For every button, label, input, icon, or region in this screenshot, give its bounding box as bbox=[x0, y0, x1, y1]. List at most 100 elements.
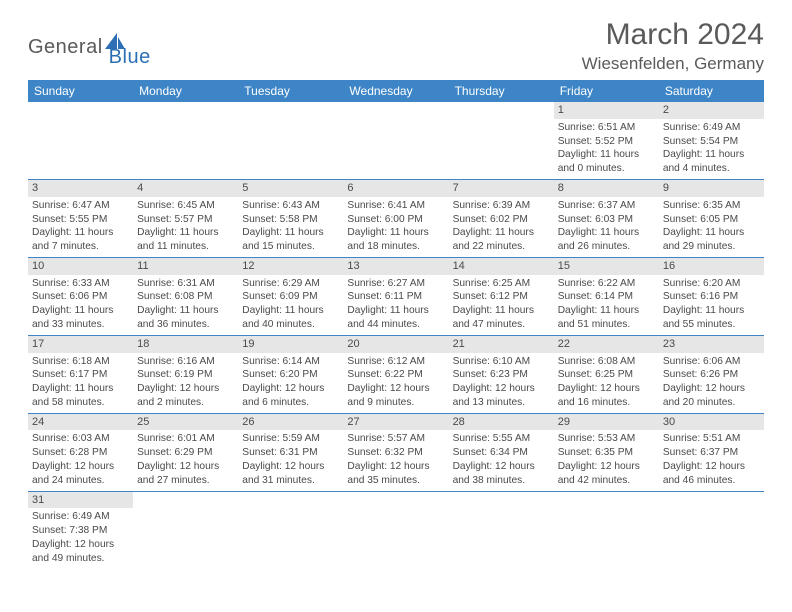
cell-text: Daylight: 12 hours bbox=[137, 382, 234, 396]
day-number: 3 bbox=[28, 180, 133, 197]
cell-text: and 42 minutes. bbox=[558, 474, 655, 488]
cell-text: Sunset: 6:02 PM bbox=[453, 213, 550, 227]
cell-text: Daylight: 11 hours bbox=[558, 226, 655, 240]
day-number: 28 bbox=[449, 414, 554, 431]
cell-text: Daylight: 11 hours bbox=[242, 226, 339, 240]
cell-text: and 58 minutes. bbox=[32, 396, 129, 410]
cell-text: and 31 minutes. bbox=[242, 474, 339, 488]
day-number: 1 bbox=[554, 102, 659, 119]
cell-text: Sunrise: 6:45 AM bbox=[137, 199, 234, 213]
cell-text: and 36 minutes. bbox=[137, 318, 234, 332]
day-number: 22 bbox=[554, 336, 659, 353]
calendar-cell: 5Sunrise: 6:43 AMSunset: 5:58 PMDaylight… bbox=[238, 179, 343, 257]
calendar-cell: 10Sunrise: 6:33 AMSunset: 6:06 PMDayligh… bbox=[28, 257, 133, 335]
cell-text: Sunset: 5:52 PM bbox=[558, 135, 655, 149]
calendar-cell: 12Sunrise: 6:29 AMSunset: 6:09 PMDayligh… bbox=[238, 257, 343, 335]
calendar-cell bbox=[343, 491, 448, 568]
cell-text: Sunset: 5:54 PM bbox=[663, 135, 760, 149]
cell-text: Daylight: 12 hours bbox=[453, 382, 550, 396]
cell-text: Daylight: 12 hours bbox=[32, 460, 129, 474]
day-number: 15 bbox=[554, 258, 659, 275]
cell-text: Sunset: 6:12 PM bbox=[453, 290, 550, 304]
cell-text: Daylight: 11 hours bbox=[137, 304, 234, 318]
day-number: 27 bbox=[343, 414, 448, 431]
cell-text: Sunrise: 6:35 AM bbox=[663, 199, 760, 213]
cell-text: Sunrise: 6:27 AM bbox=[347, 277, 444, 291]
calendar-cell: 27Sunrise: 5:57 AMSunset: 6:32 PMDayligh… bbox=[343, 413, 448, 491]
cell-text: Sunrise: 5:53 AM bbox=[558, 432, 655, 446]
calendar-cell: 2Sunrise: 6:49 AMSunset: 5:54 PMDaylight… bbox=[659, 102, 764, 179]
location: Wiesenfelden, Germany bbox=[582, 54, 764, 74]
calendar-row: 10Sunrise: 6:33 AMSunset: 6:06 PMDayligh… bbox=[28, 257, 764, 335]
cell-text: Daylight: 11 hours bbox=[558, 304, 655, 318]
header: General Blue March 2024 Wiesenfelden, Ge… bbox=[28, 18, 764, 74]
day-number: 20 bbox=[343, 336, 448, 353]
cell-text: Daylight: 11 hours bbox=[663, 304, 760, 318]
cell-text: Daylight: 11 hours bbox=[32, 304, 129, 318]
cell-text: and 22 minutes. bbox=[453, 240, 550, 254]
logo-text-general: General bbox=[28, 36, 103, 59]
calendar-cell: 28Sunrise: 5:55 AMSunset: 6:34 PMDayligh… bbox=[449, 413, 554, 491]
cell-text: and 2 minutes. bbox=[137, 396, 234, 410]
cell-text: and 27 minutes. bbox=[137, 474, 234, 488]
cell-text: and 20 minutes. bbox=[663, 396, 760, 410]
cell-text: Sunset: 6:29 PM bbox=[137, 446, 234, 460]
cell-text: Sunset: 6:35 PM bbox=[558, 446, 655, 460]
day-number: 25 bbox=[133, 414, 238, 431]
cell-text: Sunset: 5:55 PM bbox=[32, 213, 129, 227]
day-number: 10 bbox=[28, 258, 133, 275]
cell-text: Sunrise: 6:29 AM bbox=[242, 277, 339, 291]
cell-text: and 55 minutes. bbox=[663, 318, 760, 332]
cell-text: Sunset: 6:11 PM bbox=[347, 290, 444, 304]
calendar-cell bbox=[133, 491, 238, 568]
cell-text: Daylight: 12 hours bbox=[347, 382, 444, 396]
cell-text: and 46 minutes. bbox=[663, 474, 760, 488]
calendar-cell: 13Sunrise: 6:27 AMSunset: 6:11 PMDayligh… bbox=[343, 257, 448, 335]
day-number: 18 bbox=[133, 336, 238, 353]
calendar-cell bbox=[449, 102, 554, 179]
day-number: 6 bbox=[343, 180, 448, 197]
calendar-cell: 24Sunrise: 6:03 AMSunset: 6:28 PMDayligh… bbox=[28, 413, 133, 491]
cell-text: and 7 minutes. bbox=[32, 240, 129, 254]
cell-text: and 6 minutes. bbox=[242, 396, 339, 410]
day-number: 30 bbox=[659, 414, 764, 431]
calendar-cell: 6Sunrise: 6:41 AMSunset: 6:00 PMDaylight… bbox=[343, 179, 448, 257]
day-number: 24 bbox=[28, 414, 133, 431]
cell-text: Sunset: 6:17 PM bbox=[32, 368, 129, 382]
calendar-cell: 8Sunrise: 6:37 AMSunset: 6:03 PMDaylight… bbox=[554, 179, 659, 257]
calendar-cell: 25Sunrise: 6:01 AMSunset: 6:29 PMDayligh… bbox=[133, 413, 238, 491]
cell-text: Sunset: 5:58 PM bbox=[242, 213, 339, 227]
cell-text: Sunrise: 6:01 AM bbox=[137, 432, 234, 446]
calendar-cell bbox=[343, 102, 448, 179]
cell-text: Daylight: 12 hours bbox=[242, 382, 339, 396]
cell-text: and 51 minutes. bbox=[558, 318, 655, 332]
cell-text: Sunrise: 5:59 AM bbox=[242, 432, 339, 446]
calendar-cell bbox=[449, 491, 554, 568]
cell-text: Sunset: 6:28 PM bbox=[32, 446, 129, 460]
cell-text: Sunset: 6:23 PM bbox=[453, 368, 550, 382]
cell-text: Daylight: 12 hours bbox=[137, 460, 234, 474]
cell-text: Sunrise: 6:31 AM bbox=[137, 277, 234, 291]
calendar-cell: 18Sunrise: 6:16 AMSunset: 6:19 PMDayligh… bbox=[133, 335, 238, 413]
weekday-header: Monday bbox=[133, 80, 238, 102]
cell-text: Daylight: 12 hours bbox=[663, 460, 760, 474]
day-number: 7 bbox=[449, 180, 554, 197]
calendar-cell: 23Sunrise: 6:06 AMSunset: 6:26 PMDayligh… bbox=[659, 335, 764, 413]
calendar-cell: 14Sunrise: 6:25 AMSunset: 6:12 PMDayligh… bbox=[449, 257, 554, 335]
cell-text: Sunrise: 6:12 AM bbox=[347, 355, 444, 369]
cell-text: Sunrise: 6:49 AM bbox=[663, 121, 760, 135]
cell-text: Daylight: 11 hours bbox=[663, 148, 760, 162]
cell-text: Sunrise: 6:49 AM bbox=[32, 510, 129, 524]
cell-text: and 18 minutes. bbox=[347, 240, 444, 254]
cell-text: Daylight: 12 hours bbox=[242, 460, 339, 474]
calendar-cell: 30Sunrise: 5:51 AMSunset: 6:37 PMDayligh… bbox=[659, 413, 764, 491]
calendar-cell: 1Sunrise: 6:51 AMSunset: 5:52 PMDaylight… bbox=[554, 102, 659, 179]
day-number: 26 bbox=[238, 414, 343, 431]
cell-text: Daylight: 11 hours bbox=[347, 304, 444, 318]
calendar-table: Sunday Monday Tuesday Wednesday Thursday… bbox=[28, 80, 764, 568]
calendar-cell: 16Sunrise: 6:20 AMSunset: 6:16 PMDayligh… bbox=[659, 257, 764, 335]
cell-text: Sunset: 6:20 PM bbox=[242, 368, 339, 382]
cell-text: Sunrise: 6:03 AM bbox=[32, 432, 129, 446]
cell-text: Sunrise: 6:06 AM bbox=[663, 355, 760, 369]
cell-text: Sunset: 6:25 PM bbox=[558, 368, 655, 382]
